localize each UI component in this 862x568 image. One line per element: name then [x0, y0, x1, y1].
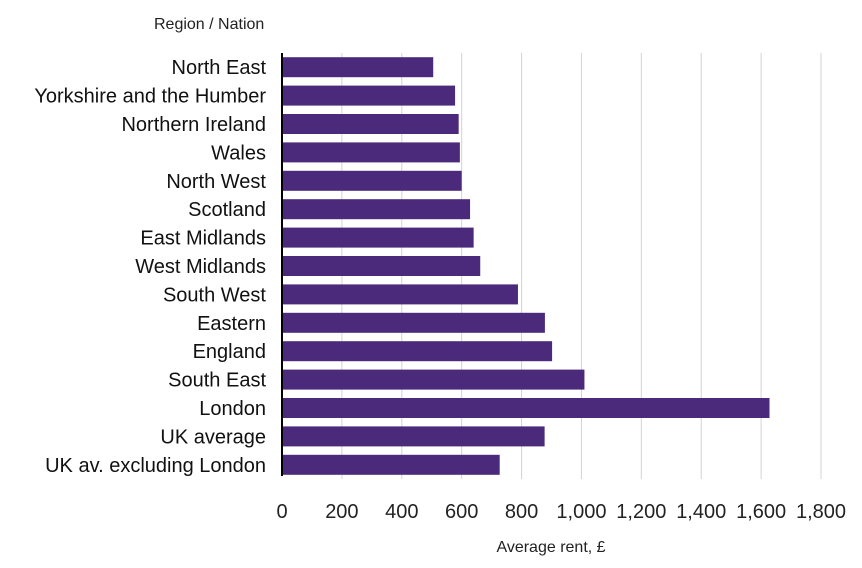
bar: [282, 227, 474, 248]
bar: [282, 199, 471, 220]
category-label: UK av. excluding London: [45, 455, 266, 477]
bar: [282, 398, 770, 418]
category-label: North East: [172, 57, 267, 79]
bar: [282, 114, 459, 134]
bar: [282, 85, 456, 106]
bar: [282, 57, 434, 78]
bar: [282, 170, 462, 191]
x-tick-label: 400: [385, 501, 418, 523]
x-tick-labels: 0 200 400 600 800 1,000 1,200 1,400 1,600 1,800: [276, 501, 846, 523]
bar: [282, 284, 518, 305]
bar: [282, 454, 500, 475]
category-label: North West: [166, 171, 266, 193]
bar: [282, 369, 585, 390]
category-label: Yorkshire and the Humber: [34, 86, 266, 108]
bars: [282, 57, 770, 475]
category-label: Scotland: [188, 199, 266, 221]
x-tick-label: 1,000: [556, 501, 606, 523]
x-tick-label: 1,200: [616, 501, 666, 523]
bar: [282, 142, 460, 163]
bar: [282, 256, 481, 276]
y-axis-title: Region / Nation: [154, 16, 264, 33]
category-label: Eastern: [197, 313, 266, 335]
category-label: UK average: [160, 426, 266, 448]
bar: [282, 426, 545, 447]
bar: [282, 341, 553, 362]
x-tick-label: 0: [276, 501, 287, 523]
bar: [282, 312, 545, 333]
x-tick-label: 600: [445, 501, 478, 523]
x-tick-label: 800: [505, 501, 538, 523]
category-label: South West: [163, 284, 266, 306]
x-axis-title: Average rent, £: [496, 539, 605, 556]
category-label: Wales: [211, 142, 266, 164]
category-label: England: [193, 341, 266, 363]
category-label: Northern Ireland: [121, 114, 266, 136]
category-labels: North East Yorkshire and the Humber Northe…: [34, 57, 266, 477]
x-tick-label: 1,600: [736, 501, 786, 523]
category-label: South East: [168, 370, 266, 392]
x-tick-label: 200: [325, 501, 358, 523]
x-tick-label: 1,800: [796, 501, 846, 523]
category-label: West Midlands: [135, 256, 266, 278]
x-tick-label: 1,400: [676, 501, 726, 523]
category-label: East Midlands: [140, 228, 266, 250]
category-label: London: [199, 398, 266, 420]
